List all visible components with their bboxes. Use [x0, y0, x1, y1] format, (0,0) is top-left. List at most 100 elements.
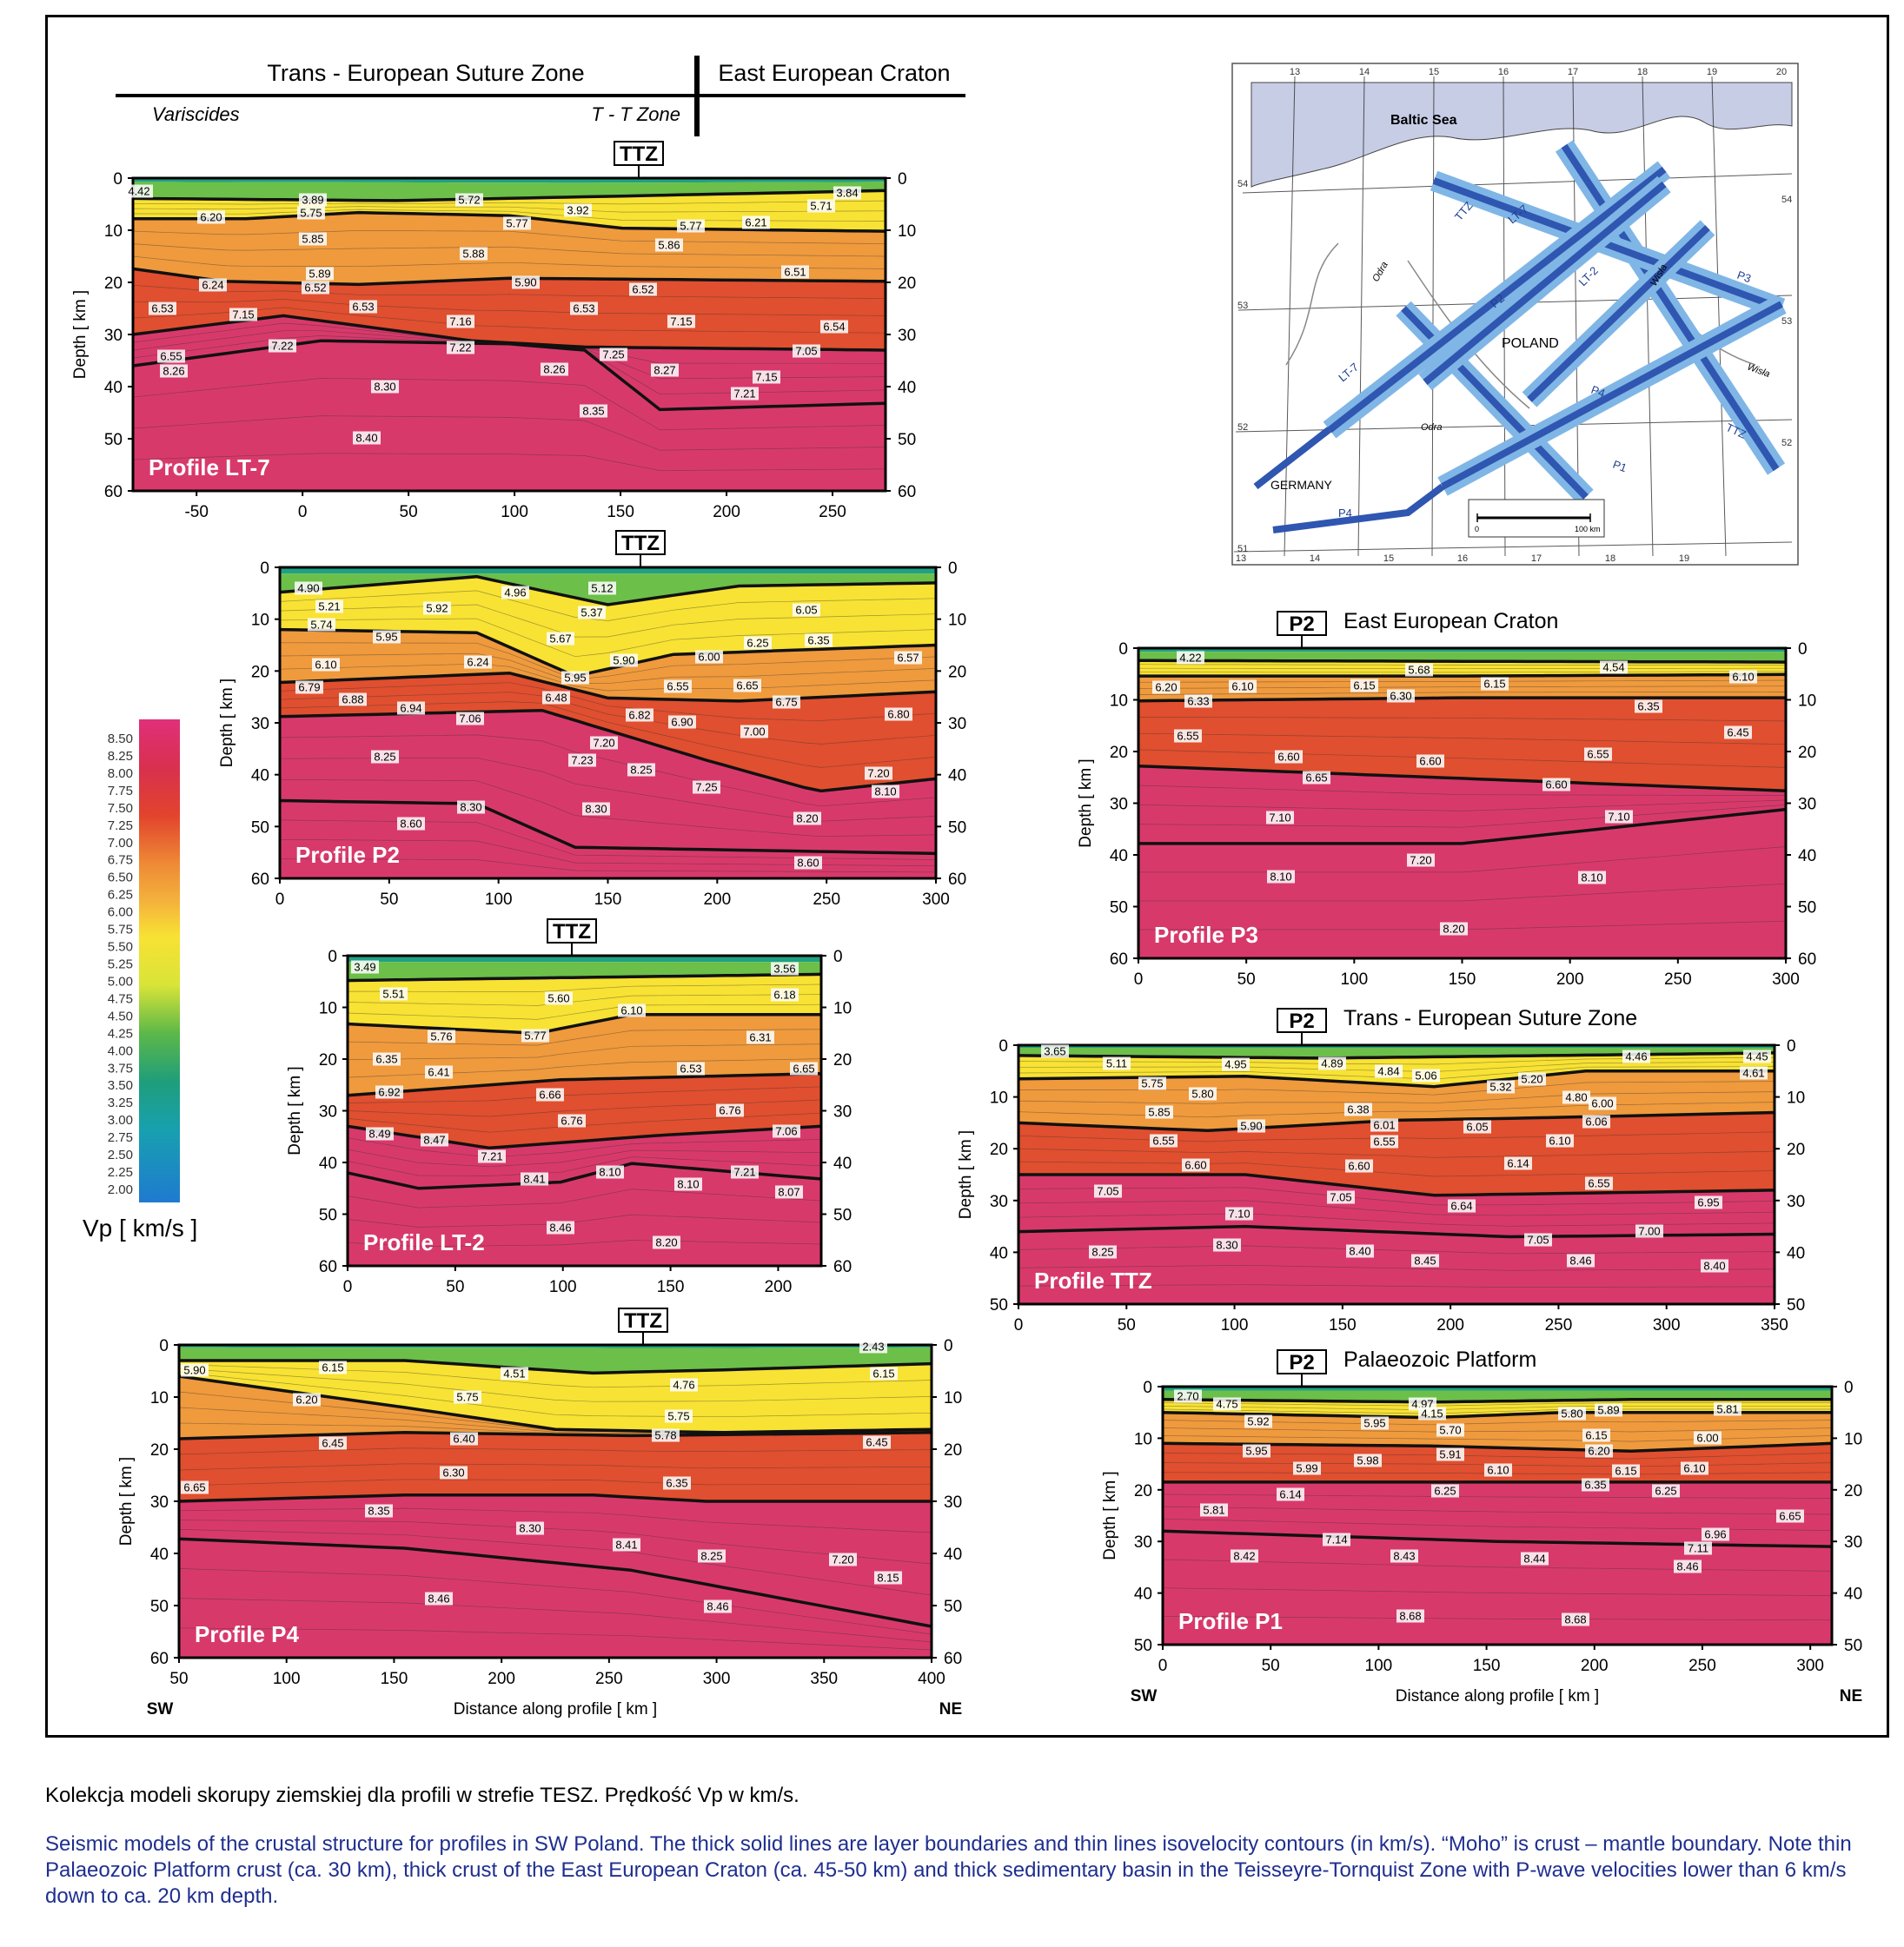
- distance-tick: 250: [1688, 1657, 1716, 1675]
- eec-label: East European Craton: [718, 60, 950, 86]
- velocity-label: 5.77: [680, 220, 701, 233]
- velocity-label: 4.75: [1216, 1398, 1237, 1411]
- colorbar-label: Vp [ km/s ]: [83, 1215, 197, 1242]
- velocity-layer: [179, 1361, 932, 1433]
- distance-tick: 200: [703, 891, 731, 909]
- velocity-label-box: [1174, 729, 1202, 743]
- depth-tick-left: 30: [251, 715, 269, 733]
- velocity-label-box: [753, 370, 780, 384]
- velocity-label-box: [380, 987, 408, 1001]
- velocity-label: 8.26: [163, 365, 184, 378]
- isovelocity-contour: [279, 590, 937, 621]
- isovelocity-contour: [1018, 1284, 1775, 1288]
- velocity-label-box: [1244, 1414, 1272, 1428]
- velocity-label: 5.21: [318, 600, 340, 613]
- distance-tick: 100: [1365, 1657, 1393, 1675]
- velocity-label: 4.90: [297, 582, 319, 595]
- velocity-label: 6.05: [795, 604, 817, 617]
- velocity-label: 7.20: [593, 737, 614, 750]
- colorbar-tick: 6.25: [108, 888, 133, 903]
- depth-axis-label: Depth [ km ]: [117, 1457, 136, 1546]
- layer-boundary: [1018, 1173, 1775, 1197]
- velocity-label: 6.60: [1545, 778, 1567, 791]
- profile-region-label: Trans - European Suture Zone: [1343, 1006, 1637, 1030]
- velocity-label: 7.16: [449, 315, 471, 328]
- colorbar-tick: 3.00: [108, 1113, 133, 1128]
- ne-label: NE: [1840, 1687, 1862, 1705]
- velocity-label: 5.95: [564, 672, 586, 685]
- velocity-label: 5.12: [591, 582, 613, 595]
- velocity-label: 8.10: [677, 1178, 699, 1191]
- isovelocity-contour: [1138, 785, 1787, 796]
- velocity-layer: [348, 1073, 821, 1149]
- profile-panel-lt2: 3.49 3.56 5.51 5.60 6.18 6.10 5.76 5.77 6.31 6.35…: [286, 918, 852, 1296]
- velocity-label: 8.10: [599, 1166, 620, 1179]
- velocity-label-box: [1589, 1096, 1616, 1110]
- velocity-label: 7.15: [755, 371, 777, 384]
- velocity-label: 6.65: [793, 1063, 814, 1076]
- distance-tick: 50: [400, 503, 418, 521]
- depth-tick-right: 60: [833, 1258, 852, 1276]
- velocity-label: 5.76: [430, 1030, 452, 1043]
- velocity-label-box: [1152, 680, 1180, 694]
- velocity-label-box: [870, 1367, 898, 1381]
- depth-tick-right: 30: [1844, 1533, 1862, 1552]
- velocity-label-box: [371, 750, 399, 764]
- velocity-label-box: [627, 763, 655, 777]
- velocity-layer: [1018, 1175, 1775, 1304]
- colorbar-tick: 5.00: [108, 974, 133, 989]
- velocity-label: 6.75: [775, 696, 797, 709]
- velocity-label: 6.65: [1305, 772, 1327, 785]
- colorbar-tick: 8.25: [108, 749, 133, 764]
- velocity-label-box: [1518, 1072, 1546, 1086]
- map-scale-end: 100 km: [1575, 525, 1601, 533]
- velocity-label-box: [1266, 811, 1294, 824]
- velocity-label-box: [1582, 1428, 1610, 1442]
- distance-tick: 0: [275, 891, 285, 909]
- velocity-label: 7.06: [459, 712, 481, 725]
- distance-tick: 300: [1796, 1657, 1824, 1675]
- velocity-label-box: [375, 1085, 403, 1099]
- velocity-label-box: [457, 800, 485, 814]
- velocity-label: 6.00: [698, 651, 720, 664]
- isovelocity-contour: [347, 1043, 822, 1060]
- distance-tick: 300: [1772, 970, 1800, 989]
- depth-tick-right: 0: [833, 948, 843, 966]
- depth-tick-right: 50: [898, 431, 916, 449]
- velocity-label: 6.55: [1373, 1136, 1395, 1149]
- velocity-label: 6.76: [719, 1104, 740, 1117]
- map-lon-tick: 18: [1637, 67, 1648, 77]
- velocity-label-box: [561, 671, 589, 685]
- isovelocity-contour: [1138, 883, 1787, 902]
- velocity-label-box: [306, 267, 334, 281]
- figure-frame: [45, 15, 1889, 1738]
- colorbar-tick: 7.50: [108, 801, 133, 816]
- velocity-label-box: [1318, 1056, 1346, 1070]
- tesz-label: Trans - European Suture Zone: [267, 60, 584, 86]
- map-lon-tick: 13: [1236, 553, 1246, 564]
- distance-tick: 50: [1237, 970, 1256, 989]
- isovelocity-contour: [347, 1149, 822, 1168]
- depth-axis-label: Depth [ km ]: [218, 679, 236, 767]
- velocity-label: 6.10: [620, 1004, 642, 1017]
- velocity-label-box: [428, 1030, 455, 1043]
- colorbar-tick: 2.50: [108, 1148, 133, 1162]
- depth-tick-left: 30: [150, 1493, 169, 1512]
- velocity-label: 5.77: [506, 217, 527, 230]
- colorbar-tick: 5.75: [108, 923, 133, 937]
- velocity-label-box: [1225, 1207, 1253, 1221]
- velocity-label-box: [351, 960, 379, 974]
- velocity-label-box: [805, 633, 833, 647]
- velocity-label-box: [1729, 670, 1757, 684]
- velocity-label: 7.10: [1228, 1208, 1250, 1221]
- layer-boundary: [133, 210, 886, 233]
- depth-tick-left: 20: [1134, 1482, 1152, 1500]
- velocity-label: 8.30: [585, 803, 607, 816]
- depth-tick-right: 60: [944, 1650, 962, 1668]
- colorbar-tick: 6.50: [108, 871, 133, 885]
- velocity-label: 6.52: [632, 283, 653, 296]
- isovelocity-contour: [1162, 1453, 1833, 1460]
- depth-tick-right: 50: [944, 1598, 962, 1616]
- isovelocity-contour: [347, 1137, 822, 1158]
- velocity-label-box: [1684, 1541, 1712, 1555]
